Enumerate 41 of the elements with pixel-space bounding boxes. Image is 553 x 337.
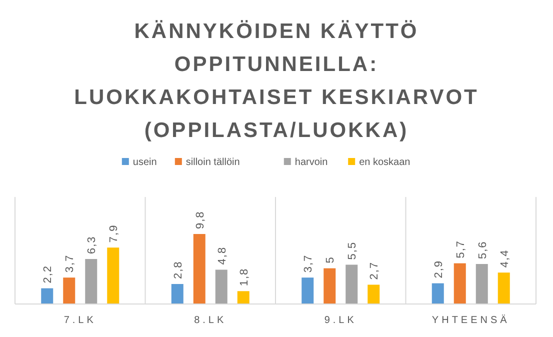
bar [41, 288, 54, 304]
bar [302, 278, 314, 304]
bar [63, 278, 76, 304]
x-tick-label: 7.LK [64, 315, 96, 326]
bar [432, 283, 444, 304]
bar [368, 284, 380, 304]
data-label: 2,7 [368, 261, 381, 280]
bar [215, 270, 228, 304]
data-label: 6,3 [86, 236, 98, 254]
legend-label: usein [132, 157, 157, 168]
x-tick-label: YHTEENSÄ [432, 314, 510, 326]
data-label: 4,4 [498, 249, 511, 268]
data-label: 1,8 [238, 268, 250, 286]
data-label: 5,7 [454, 240, 467, 258]
data-label: 2,9 [432, 260, 445, 278]
x-tick-label: 8.LK [194, 315, 227, 326]
data-label: 3,7 [64, 254, 76, 273]
legend-label: en koskaan [359, 157, 410, 168]
data-label: 9,8 [194, 210, 206, 229]
bar [324, 268, 336, 304]
data-label: 5,6 [476, 240, 489, 259]
data-label: 2,8 [172, 260, 184, 279]
bar [454, 263, 466, 304]
chart-title: KÄNNYKÖIDEN KÄYTTÖ OPPITUNNEILLA: LUOKKAKOHTAISET KESKIARVOT (OPPILASTA/LUOKKA) [74, 20, 479, 142]
data-label: 4,8 [216, 246, 228, 265]
bar [346, 264, 358, 304]
bar [85, 259, 98, 304]
legend-label: harvoin [294, 157, 328, 168]
data-label: 7,9 [108, 224, 120, 243]
bar [107, 248, 120, 304]
data-label: 5,5 [346, 241, 359, 260]
legend-label: silloin tällöin [186, 157, 240, 168]
bar [193, 234, 206, 304]
data-label: 2,2 [42, 264, 54, 284]
bar [237, 291, 250, 304]
x-tick-label: 9.LK [324, 315, 357, 326]
bar [171, 284, 184, 304]
bar [476, 264, 488, 304]
data-label: 3,7 [302, 254, 315, 273]
data-label: 5 [324, 256, 337, 264]
bar [498, 272, 510, 304]
